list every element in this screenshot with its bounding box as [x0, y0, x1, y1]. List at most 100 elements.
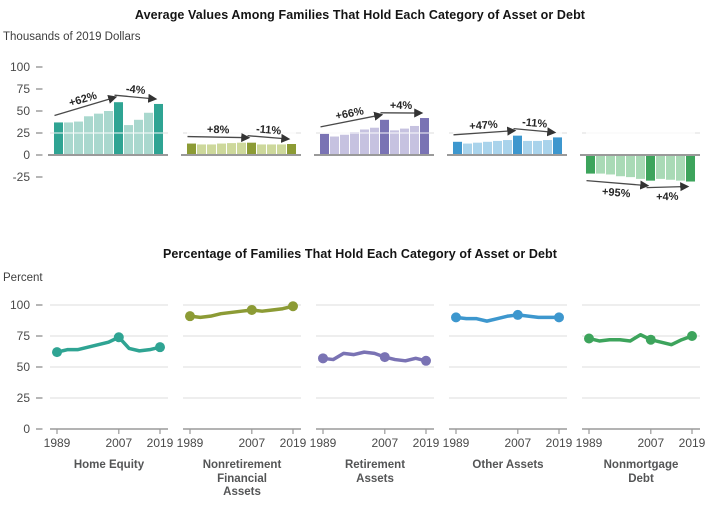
y-tick-label: -25: [13, 170, 31, 184]
trend-line: [321, 350, 428, 363]
bar: [616, 156, 625, 177]
category-label-retirement-assets: Retirement Assets: [344, 459, 406, 485]
bar: [187, 143, 196, 155]
bar: [154, 103, 163, 155]
share-chart-nonmortgage-debt: 1989 2007 2019 Nonmortgage Debt: [576, 293, 706, 500]
bar: [84, 116, 93, 155]
bar: [330, 136, 339, 155]
x-tick-label: 1989: [443, 436, 470, 450]
data-point-marker: [155, 342, 165, 353]
bar-chart-canvas: +66% +4%: [314, 100, 434, 156]
data-point-marker: [113, 332, 124, 343]
bar: [74, 121, 83, 155]
y-tick-label: 50: [17, 360, 31, 374]
y-tick-label: 100: [10, 60, 30, 74]
bar: [656, 156, 665, 179]
bar: [523, 140, 532, 155]
bar: [350, 132, 359, 155]
trend-line: [55, 335, 162, 354]
bar: [453, 141, 462, 155]
y-tick-label: 25: [17, 126, 31, 140]
avg-chart-home-equity: +62% -4%: [48, 58, 168, 204]
bar: [380, 119, 389, 155]
bar: [124, 125, 133, 155]
bar: [543, 140, 552, 155]
bar-chart-canvas: +95% +4%: [580, 132, 700, 203]
y-tick-label: 75: [17, 82, 31, 96]
annotation-label: -4%: [125, 83, 146, 97]
data-point-marker: [421, 355, 431, 366]
annotation-arrow: [513, 127, 557, 137]
x-tick-label: 2019: [147, 436, 174, 450]
pct-families-unit-label: Percent: [3, 272, 43, 284]
annotation-arrow: [54, 94, 118, 117]
bar: [473, 142, 482, 155]
annotation-label: +8%: [207, 124, 230, 136]
avg-values-title: Average Values Among Families That Hold …: [134, 8, 586, 22]
annotation-label: +4%: [390, 100, 413, 112]
bar: [64, 122, 73, 155]
annotation-label: +95%: [602, 186, 632, 200]
avg-chart-nonretirement-financial-assets: +8% -11%: [181, 58, 301, 204]
trend-line: [188, 304, 295, 320]
bar: [257, 144, 266, 155]
bar: [217, 143, 226, 155]
bar: [586, 156, 595, 174]
avg-panels: +62% -4% +8% -11% +66% +4% +47% -11% +95% +4%: [48, 58, 700, 204]
x-tick-label: 1989: [576, 436, 603, 450]
line-chart-canvas: 1989 2007 2019: [576, 304, 706, 450]
data-point-marker: [554, 312, 564, 323]
bar: [360, 129, 369, 155]
data-point-marker: [246, 304, 257, 315]
bar: [463, 143, 472, 155]
bar: [54, 122, 63, 155]
avg-chart-nonmortgage-debt: +95% +4%: [580, 58, 700, 204]
annotation-label: -11%: [256, 123, 282, 137]
bar: [553, 137, 562, 155]
avg-chart-retirement-assets: +66% +4%: [314, 58, 434, 204]
y-tick-label: 25: [17, 391, 31, 405]
y-tick-label: 0: [23, 148, 30, 162]
annotation-arrow: [320, 111, 384, 128]
bar-chart-canvas: +47% -11%: [447, 116, 567, 156]
avg-values-chart-row: 100 75 50 25 0 -25 +62% -4% +8% -11% +66% +4% +47% -…: [0, 58, 700, 204]
bar: [134, 119, 143, 155]
data-point-marker: [288, 301, 298, 312]
line-chart-canvas: 1989 2007 2019: [177, 301, 307, 450]
annotation-arrow: [247, 133, 291, 143]
trend-line: [454, 313, 561, 323]
bar: [646, 156, 655, 181]
bar: [513, 135, 522, 155]
avg-y-axis-scale: 100 75 50 25 0 -25: [10, 60, 43, 184]
bar: [410, 125, 419, 155]
y-tick-label: 75: [17, 329, 31, 343]
bar: [503, 140, 512, 155]
data-point-marker: [512, 309, 523, 320]
annotation-label: +66%: [335, 105, 365, 122]
y-tick-label: 100: [10, 298, 30, 312]
annotation-arrow: [114, 93, 158, 103]
data-point-marker: [379, 352, 390, 363]
x-tick-label: 2019: [280, 436, 307, 450]
annotation-arrow: [646, 182, 690, 192]
annotation-label: +47%: [469, 119, 498, 133]
pct-y-axis-scale: 100 75 50 25 0: [10, 298, 43, 436]
share-chart-other-assets: 1989 2007 2019 Other Assets: [443, 293, 573, 500]
bar: [114, 102, 123, 155]
x-tick-label: 2007: [637, 436, 664, 450]
line-chart-canvas: 1989 2007 2019: [310, 304, 440, 450]
bar-chart-canvas: +8% -11%: [181, 123, 301, 156]
bar: [320, 133, 329, 155]
trend-line: [587, 333, 694, 347]
bar: [606, 156, 615, 175]
x-tick-label: 2019: [413, 436, 440, 450]
bar: [596, 156, 605, 174]
bar: [370, 127, 379, 155]
bar: [227, 143, 236, 155]
annotation-label: -11%: [522, 116, 548, 130]
bar: [340, 134, 349, 155]
category-label-other-assets: Other Assets: [472, 459, 544, 471]
share-chart-home-equity: 1989 2007 2019 Home Equity: [44, 293, 174, 500]
bar: [287, 144, 296, 155]
bar: [390, 130, 399, 155]
